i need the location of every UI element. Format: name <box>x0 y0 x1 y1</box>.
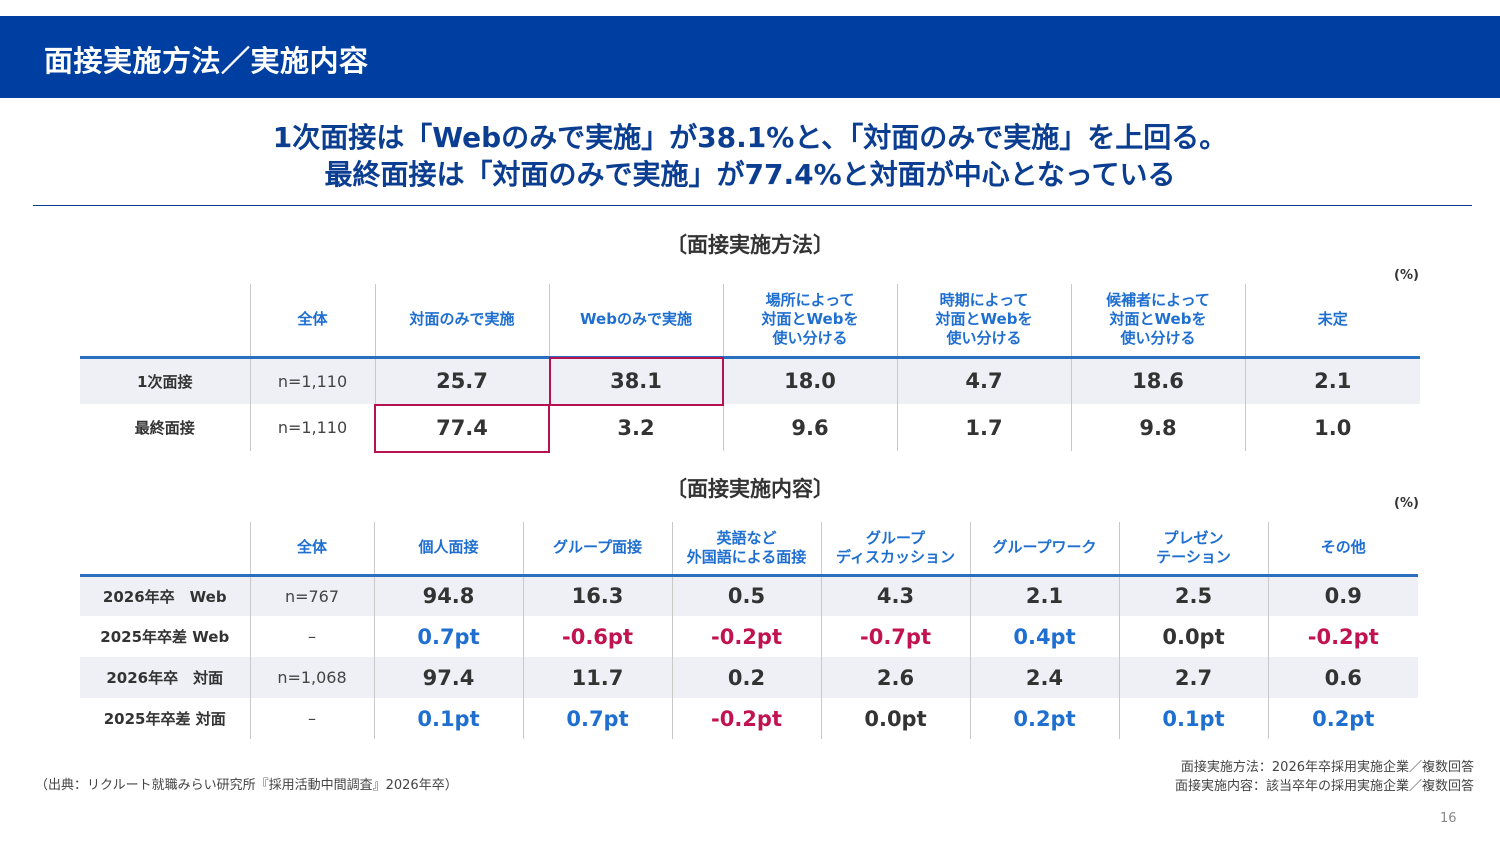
value-cell: 2.1 <box>1244 357 1420 404</box>
column-header: グループ面接 <box>522 522 672 575</box>
page-title: 面接実施方法／実施内容 <box>44 44 369 78</box>
row-label: 最終面接 <box>134 419 195 437</box>
column-header: その他 <box>1267 522 1418 575</box>
row-label: 2026年卒 Web <box>80 575 250 616</box>
value-cell: 0.1pt <box>1118 698 1268 739</box>
table-row: 1次面接 n=1,110 25.7 38.1 18.0 4.7 18.6 2.1 <box>80 357 1420 404</box>
value-cell: 38.1 <box>548 357 723 404</box>
value-cell: 25.7 <box>374 357 549 404</box>
column-header: グループワーク <box>969 522 1119 575</box>
contents-section-title: 〔面接実施内容〕 <box>666 477 834 501</box>
value-cell: -0.2pt <box>671 698 821 739</box>
value-cell: 3.2 <box>548 404 723 451</box>
value-cell: 9.8 <box>1070 404 1245 451</box>
column-header: 対面のみで実施 <box>374 284 549 357</box>
value-cell: -0.6pt <box>522 616 672 657</box>
highlight-inperson-final-interview <box>374 404 550 453</box>
value-cell: -0.2pt <box>671 616 821 657</box>
sample-size: n=1,110 <box>249 404 375 451</box>
sample-size: n=1,068 <box>249 657 374 698</box>
row-label: 2025年卒差 対面 <box>103 710 226 728</box>
headline-line-2: 最終面接は「対面のみで実施」が77.4%と対面が中心となっている <box>324 158 1176 191</box>
row-label: 2026年卒 対面 <box>80 657 250 698</box>
sample-size: – <box>249 698 374 739</box>
column-header: プレゼン テーション <box>1118 522 1268 575</box>
page-number: 16 <box>1440 811 1457 826</box>
sample-size: n=767 <box>249 575 374 616</box>
value-cell: 2.5 <box>1118 575 1268 616</box>
value-cell: 0.1pt <box>373 698 523 739</box>
column-header: 個人面接 <box>373 522 523 575</box>
column-header: グループ ディスカッション <box>820 522 970 575</box>
value-cell: -0.7pt <box>820 616 970 657</box>
table-row: 2025年卒差 対面 –0.1pt 0.7pt -0.2pt 0.0pt 0.2pt 0.1… <box>80 698 1418 739</box>
sample-size: – <box>249 616 374 657</box>
highlight-web-first-interview <box>549 357 724 406</box>
column-header: 全体 <box>249 522 374 575</box>
methods-unit-label: (%) <box>1394 268 1419 283</box>
value-cell: 4.3 <box>820 575 970 616</box>
value-cell: 16.3 <box>522 575 672 616</box>
value-cell: 0.7pt <box>522 698 672 739</box>
value-cell: 94.8 <box>373 575 523 616</box>
value-cell: 0.2pt <box>969 698 1119 739</box>
methods-footnote: 面接実施方法：2026年卒採用実施企業／複数回答 <box>1180 760 1474 775</box>
table-row: 2025年卒差 Web –0.7pt -0.6pt -0.2pt -0.7pt 0.4pt… <box>80 616 1418 657</box>
value-cell: 2.7 <box>1118 657 1268 698</box>
value-cell: 0.0pt <box>820 698 970 739</box>
contents-table: 全体 個人面接 グループ面接 英語など 外国語による面接 グループ ディスカッション グル… <box>80 522 1418 739</box>
value-cell: 97.4 <box>373 657 523 698</box>
value-cell: 1.0 <box>1244 404 1420 451</box>
value-cell: 0.2 <box>671 657 821 698</box>
column-header: 候補者によって 対面とWebを 使い分ける <box>1070 284 1245 357</box>
methods-section-title: 〔面接実施方法〕 <box>666 233 834 257</box>
contents-unit-label: (%) <box>1394 496 1419 511</box>
column-header: 場所によって 対面とWebを 使い分ける <box>722 284 897 357</box>
table-row: 2026年卒 Web n=767 94.8 16.3 0.5 4.3 2.1 2.5 0.9 <box>80 575 1418 616</box>
source-footnote: （出典：リクルート就職みらい研究所『採用活動中間調査』2026年卒） <box>35 778 458 793</box>
header-bar <box>0 16 1500 98</box>
sample-size: n=1,110 <box>249 357 375 404</box>
value-cell: 0.5 <box>671 575 821 616</box>
value-cell: 4.7 <box>896 357 1071 404</box>
value-cell: 18.6 <box>1070 357 1245 404</box>
value-cell: 2.6 <box>820 657 970 698</box>
value-cell: 0.7pt <box>373 616 523 657</box>
column-header: Webのみで実施 <box>548 284 723 357</box>
column-header: 全体 <box>249 284 375 357</box>
value-cell: 0.9 <box>1267 575 1418 616</box>
value-cell: 2.1 <box>969 575 1119 616</box>
row-label: 1次面接 <box>80 357 250 404</box>
contents-footnote: 面接実施内容：該当卒年の採用実施企業／複数回答 <box>1174 779 1474 794</box>
value-cell: 0.4pt <box>969 616 1119 657</box>
value-cell: 11.7 <box>522 657 672 698</box>
table-row: 2026年卒 対面 n=1,068 97.4 11.7 0.2 2.6 2.4 2.7 0.6 <box>80 657 1418 698</box>
headline-line-1: 1次面接は「Webのみで実施」が38.1%と、「対面のみで実施」を上回る。 <box>272 121 1228 154</box>
value-cell: 0.6 <box>1267 657 1418 698</box>
column-header: 未定 <box>1244 284 1420 357</box>
header-blank-cell <box>80 284 250 357</box>
value-cell: 18.0 <box>722 357 897 404</box>
headline-divider <box>33 205 1472 206</box>
value-cell: 9.6 <box>722 404 897 451</box>
table-row: 最終面接 n=1,110 77.4 3.2 9.6 1.7 9.8 1.0 <box>80 404 1420 451</box>
header-blank-cell <box>80 522 250 575</box>
value-cell: -0.2pt <box>1267 616 1418 657</box>
column-header: 英語など 外国語による面接 <box>671 522 821 575</box>
value-cell: 0.0pt <box>1118 616 1268 657</box>
value-cell: 1.7 <box>896 404 1071 451</box>
value-cell: 2.4 <box>969 657 1119 698</box>
row-label: 2025年卒差 Web <box>100 628 230 646</box>
column-header: 時期によって 対面とWebを 使い分ける <box>896 284 1071 357</box>
value-cell: 0.2pt <box>1267 698 1418 739</box>
methods-table: 全体 対面のみで実施 Webのみで実施 場所によって 対面とWebを 使い分ける 時期に… <box>80 284 1420 451</box>
